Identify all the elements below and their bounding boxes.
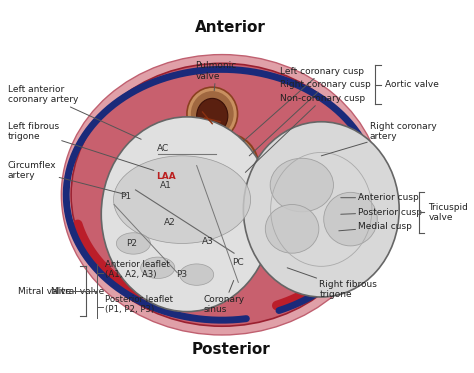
- Text: AC: AC: [156, 144, 169, 153]
- Text: A1: A1: [160, 181, 172, 189]
- Ellipse shape: [61, 54, 383, 335]
- Text: Posterior leaflet
(P1, P2, P3): Posterior leaflet (P1, P2, P3): [105, 295, 173, 314]
- Ellipse shape: [270, 158, 334, 212]
- Text: Left fibrous
trigone: Left fibrous trigone: [8, 122, 154, 170]
- Text: Anterior cusp: Anterior cusp: [341, 193, 419, 202]
- Text: Pulmonic
valve: Pulmonic valve: [195, 62, 237, 91]
- Text: Aortic valve: Aortic valve: [384, 80, 438, 89]
- Text: A2: A2: [164, 217, 175, 226]
- Text: Anterior: Anterior: [195, 21, 266, 35]
- Ellipse shape: [116, 233, 150, 254]
- Text: Mitral valve: Mitral valve: [18, 287, 71, 296]
- Text: Mitral valve: Mitral valve: [51, 287, 104, 296]
- Text: Circumflex
artery: Circumflex artery: [8, 161, 127, 195]
- Text: Non-coronary cusp: Non-coronary cusp: [246, 94, 365, 172]
- Text: Right coronary
artery: Right coronary artery: [321, 122, 437, 156]
- Ellipse shape: [141, 257, 175, 279]
- Ellipse shape: [134, 169, 162, 191]
- Text: Posterior cusp: Posterior cusp: [341, 208, 422, 217]
- Text: P1: P1: [119, 192, 131, 201]
- Ellipse shape: [191, 91, 234, 137]
- Ellipse shape: [197, 98, 228, 134]
- Text: Anterior leaflet
(A1, A2, A3): Anterior leaflet (A1, A2, A3): [105, 260, 170, 279]
- Ellipse shape: [187, 87, 237, 141]
- Text: Right coronary cusp: Right coronary cusp: [249, 80, 371, 156]
- Text: P3: P3: [176, 270, 188, 279]
- Text: Coronary
sinus: Coronary sinus: [203, 280, 245, 314]
- Ellipse shape: [193, 134, 259, 204]
- Text: P2: P2: [126, 239, 137, 248]
- Ellipse shape: [324, 192, 377, 246]
- Text: A3: A3: [202, 237, 214, 246]
- Ellipse shape: [101, 117, 273, 311]
- Text: PC: PC: [233, 258, 244, 267]
- Text: Right fibrous
trigone: Right fibrous trigone: [287, 268, 377, 299]
- Ellipse shape: [71, 63, 373, 326]
- Ellipse shape: [265, 204, 319, 253]
- Text: Left anterior
coronary artery: Left anterior coronary artery: [8, 85, 141, 139]
- Text: Medial cusp: Medial cusp: [339, 222, 412, 231]
- Ellipse shape: [205, 148, 246, 193]
- Text: Tricuspid
valve: Tricuspid valve: [428, 203, 468, 222]
- Ellipse shape: [244, 122, 399, 297]
- Ellipse shape: [198, 138, 254, 199]
- Ellipse shape: [113, 156, 251, 244]
- Text: LAA: LAA: [156, 172, 175, 181]
- Text: Posterior: Posterior: [191, 342, 270, 357]
- Text: Left coronary cusp: Left coronary cusp: [244, 67, 365, 141]
- Ellipse shape: [180, 264, 214, 285]
